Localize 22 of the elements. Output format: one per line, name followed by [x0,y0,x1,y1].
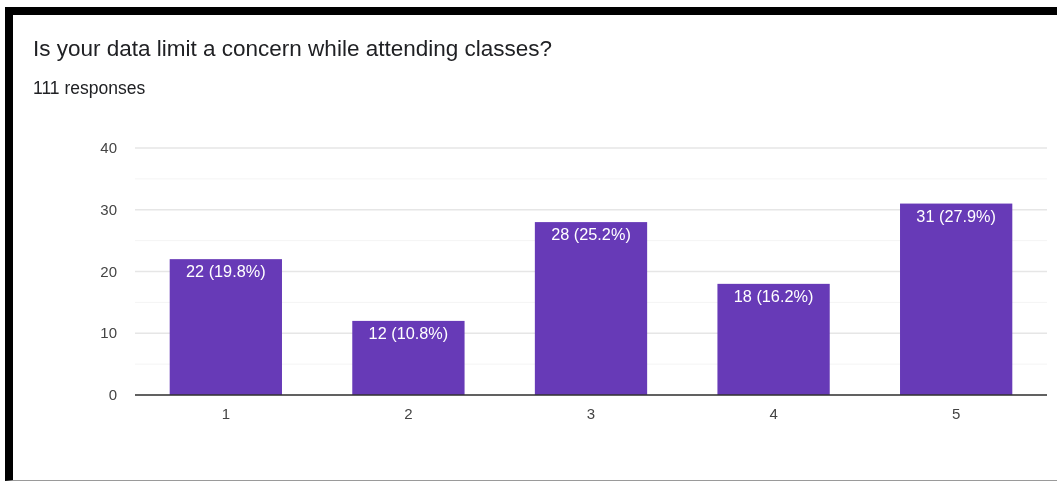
data-label: 31 (27.9%) [916,206,996,225]
chart-subtitle: 111 responses [33,78,146,98]
data-label: 22 (19.8%) [186,262,266,281]
bar [900,203,1013,395]
x-tick-label: 1 [221,405,231,422]
data-label: 18 (16.2%) [733,286,814,305]
data-label: 12 (10.8%) [368,323,449,342]
x-tick-label: 5 [951,405,961,422]
y-tick-label: 0 [108,386,117,403]
x-tick-label: 3 [586,405,596,422]
y-tick-label: 20 [100,262,117,280]
bar [169,259,282,395]
y-tick-label: 10 [100,324,117,342]
bar [352,320,465,395]
data-label: 28 (25.2%) [551,225,631,244]
y-tick-label: 30 [100,200,117,218]
bar [534,222,648,395]
x-tick-label: 2 [404,405,413,422]
chart-title: Is your data limit a concern while attending classes? [33,36,553,61]
y-tick-label: 40 [100,139,117,156]
bar [717,283,830,395]
x-tick-label: 4 [769,405,778,422]
